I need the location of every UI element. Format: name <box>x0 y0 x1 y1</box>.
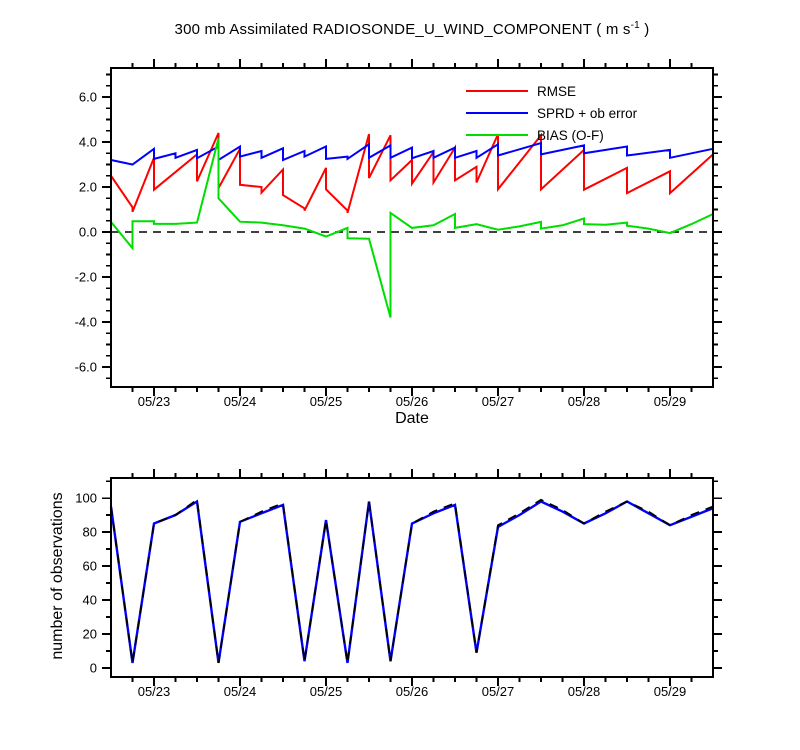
svg-text:05/29: 05/29 <box>654 394 687 409</box>
series-line-1-error-statistics <box>110 141 714 166</box>
title-suffix: ) <box>639 21 650 38</box>
svg-text:100: 100 <box>75 491 97 506</box>
svg-text:05/24: 05/24 <box>224 684 257 699</box>
svg-text:20: 20 <box>83 627 97 642</box>
svg-text:05/25: 05/25 <box>310 394 343 409</box>
sprd-line-swatch <box>466 111 528 115</box>
bottom-y-axis-title: number of observations <box>49 492 66 660</box>
series-line-0-observation-count <box>109 499 714 664</box>
svg-text:0.0: 0.0 <box>79 224 97 239</box>
svg-text:05/24: 05/24 <box>224 394 257 409</box>
svg-text:05/28: 05/28 <box>568 394 601 409</box>
x-axis-title: Date <box>395 410 429 427</box>
svg-text:40: 40 <box>83 593 97 608</box>
bias-line-swatch <box>466 133 528 137</box>
axis-tick-labels-error-statistics: -6.0 -4.0 -2.0 0.0 2.0 4.0 6.0 05/23 05/24 05/25 0… <box>75 90 687 409</box>
top-plot: -6.0 -4.0 -2.0 0.0 2.0 4.0 6.0 05/23 05/24 05/25 0… <box>75 59 722 409</box>
legend-label-bias: BIAS (O-F) <box>537 127 604 143</box>
svg-text:2.0: 2.0 <box>79 180 97 195</box>
svg-text:05/27: 05/27 <box>482 394 515 409</box>
title-superscript: -1 <box>630 20 640 31</box>
svg-text:-6.0: -6.0 <box>75 359 97 374</box>
svg-text:80: 80 <box>83 525 97 540</box>
svg-text:05/26: 05/26 <box>396 684 429 699</box>
svg-text:0: 0 <box>90 660 97 675</box>
title-text: 300 mb Assimilated RADIOSONDE_U_WIND_COM… <box>174 21 631 38</box>
legend-entry-bias: BIAS (O-F) <box>466 124 637 146</box>
svg-text:05/23: 05/23 <box>138 684 171 699</box>
plot-frame-observation-count <box>110 477 714 678</box>
axis-tick-labels-observation-count: 0 20 40 60 80 100 05/23 05/24 05/25 05/26 05/27 05/… <box>75 491 686 699</box>
page-title: 300 mb Assimilated RADIOSONDE_U_WIND_COM… <box>111 20 713 38</box>
legend-label-rmse: RMSE <box>537 83 577 99</box>
svg-text:05/26: 05/26 <box>396 394 429 409</box>
svg-text:60: 60 <box>83 559 97 574</box>
svg-text:-2.0: -2.0 <box>75 269 97 284</box>
legend: RMSE SPRD + ob error BIAS (O-F) <box>466 80 637 146</box>
plot-frame-error-statistics <box>110 67 714 388</box>
bottom-plot: 0 20 40 60 80 100 05/23 05/24 05/25 05/26 05/27 05/… <box>75 469 722 699</box>
svg-text:05/29: 05/29 <box>654 684 687 699</box>
svg-text:05/25: 05/25 <box>310 684 343 699</box>
legend-entry-sprd: SPRD + ob error <box>466 102 637 124</box>
series-line-2-error-statistics <box>110 138 714 318</box>
legend-entry-rmse: RMSE <box>466 80 637 102</box>
svg-text:05/27: 05/27 <box>482 684 515 699</box>
svg-text:05/28: 05/28 <box>568 684 601 699</box>
svg-text:6.0: 6.0 <box>79 90 97 105</box>
series-line-1-observation-count <box>110 498 714 664</box>
rmse-line-swatch <box>466 89 528 93</box>
legend-label-sprd: SPRD + ob error <box>537 105 638 121</box>
svg-text:-4.0: -4.0 <box>75 314 97 329</box>
svg-text:05/23: 05/23 <box>138 394 171 409</box>
svg-text:4.0: 4.0 <box>79 135 97 150</box>
